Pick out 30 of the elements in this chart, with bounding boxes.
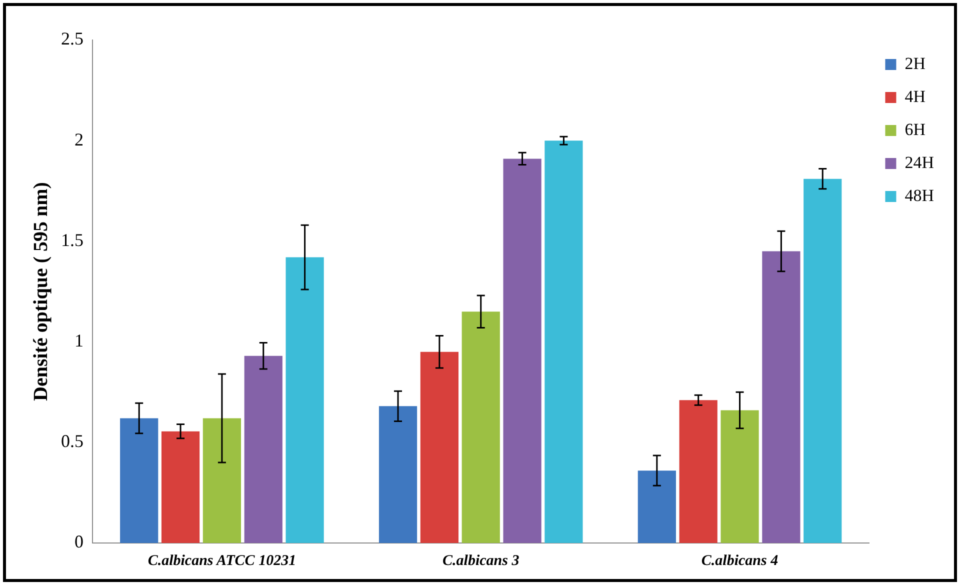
bar [544,140,583,543]
legend-label: 4H [904,86,926,106]
bar [120,418,158,543]
y-tick-label: 2.5 [61,28,84,49]
bar [503,158,542,543]
y-axis-title: Densité optique ( 595 nm) [30,182,52,401]
y-tick-label: 2 [74,129,84,150]
bar [161,431,200,543]
bar [679,400,718,543]
legend-label: 6H [904,120,926,139]
y-tick-label: 0.5 [61,431,84,452]
legend-label: 2H [904,54,926,73]
bar [762,251,800,543]
bar [720,410,759,543]
y-tick-label: 0 [74,532,84,552]
y-tick-label: 1.5 [61,230,84,250]
legend-label: 48H [904,186,934,205]
bar [420,352,458,543]
legend-label: 24H [904,152,934,172]
bar [804,178,842,543]
bar [202,418,242,543]
bar [638,470,676,543]
bar [462,312,500,543]
bar [244,356,282,543]
x-tick-label: C.albicans ATCC 10231 [148,552,296,569]
y-tick-label: 1 [74,330,84,351]
x-tick-label: C.albicans 4 [701,552,779,569]
x-tick-label: C.albicans 3 [442,552,520,569]
bar [378,406,418,543]
bar [286,257,324,543]
